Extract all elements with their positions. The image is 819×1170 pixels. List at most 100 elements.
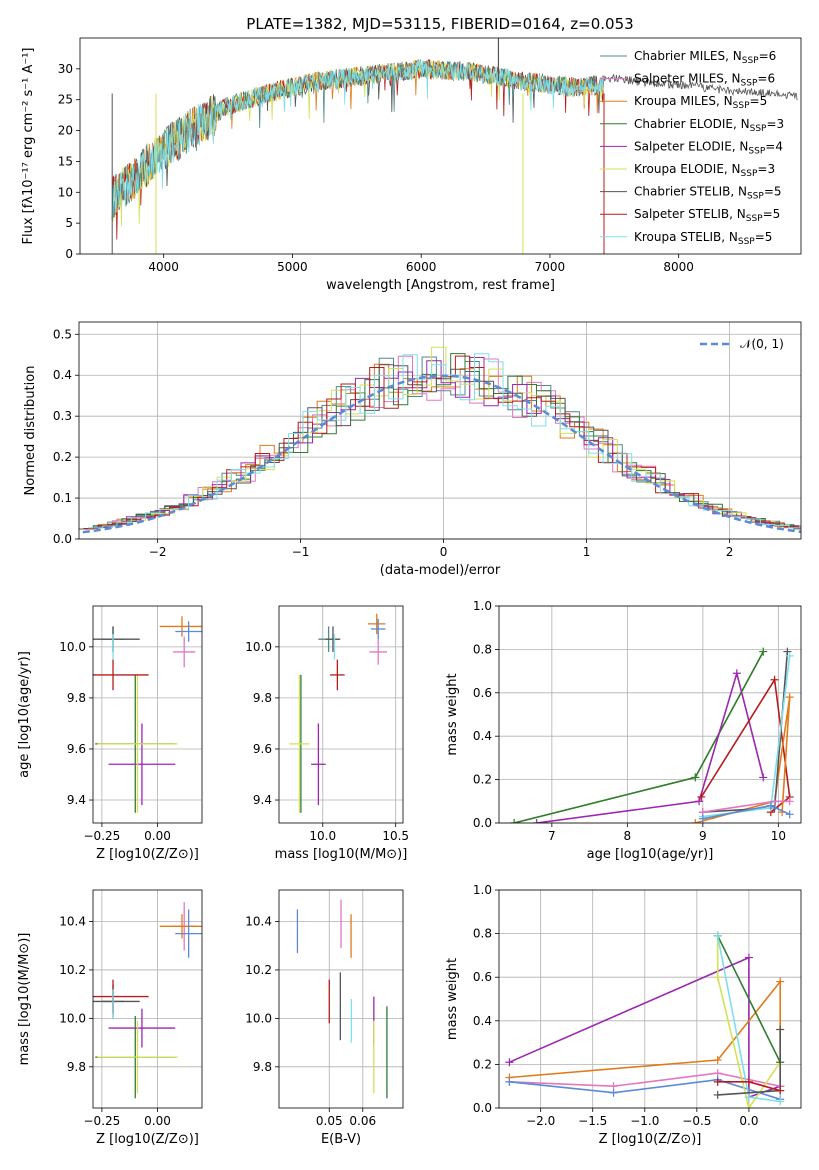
y-tick-label: 10.4 <box>59 914 86 928</box>
y-tick-label: 9.4 <box>253 793 272 807</box>
x-tick-label: −2.0 <box>526 1114 555 1128</box>
axes-frame <box>278 889 404 1109</box>
x-tick-label: 9 <box>699 829 707 843</box>
weight-marker <box>744 1104 753 1108</box>
weight-marker <box>510 819 519 823</box>
x-tick-label: −0.25 <box>84 1114 121 1128</box>
y-tick-label: 30 <box>58 62 73 76</box>
y-tick-label: 0.4 <box>53 368 72 382</box>
x-tick-label: 0.00 <box>144 1114 171 1128</box>
y-tick-label: 10.0 <box>59 640 86 654</box>
weight-series <box>536 670 765 823</box>
axes-panel: −2.0 −1.5 −1.0 −0.5 0.0 0.0 0.2 0.4 0.6 0.8 1.0 Z [… <box>445 883 802 1147</box>
x-axis-label: Z [log10(Z/Z⊙)] <box>599 1132 702 1147</box>
plot-area <box>510 647 794 823</box>
weight-marker <box>713 973 722 982</box>
axes-panel: −0.25 0.00 9.4 9.6 9.8 10.0 Z [log10(Z/Z⊙)] age… <box>17 605 203 862</box>
x-tick-label: 4000 <box>148 260 179 274</box>
weight-marker <box>713 931 722 940</box>
x-axis-label: wavelength [Angstrom, rest frame] <box>326 278 555 293</box>
axes-frame <box>278 605 404 824</box>
weight-marker <box>785 693 794 702</box>
x-axis-label: age [log10(age/yr)] <box>587 847 714 862</box>
x-axis-label: (data-model)/error <box>380 563 501 578</box>
weight-series <box>509 1078 781 1101</box>
y-tick-label: 10.2 <box>59 963 86 977</box>
y-tick-label: 10.2 <box>245 963 272 977</box>
x-tick-label: 10.5 <box>382 829 409 843</box>
legend-entry: 𝒩(0, 1) <box>740 337 784 351</box>
y-tick-label: 0 <box>65 247 73 261</box>
plot-area <box>289 613 387 813</box>
legend-entry: Salpeter STELIB, NSSP=5 <box>634 207 780 224</box>
weight-series <box>702 651 789 813</box>
legend-entry: Kroupa MILES, NSSP=5 <box>634 94 767 111</box>
x-tick-label: 5000 <box>277 260 308 274</box>
weight-marker <box>713 1077 722 1086</box>
y-axis-label: mass weight <box>445 673 460 755</box>
x-axis-label: Z [log10(Z/Z⊙)] <box>96 847 199 862</box>
legend-entry: Salpeter ELODIE, NSSP=4 <box>634 139 783 156</box>
weight-series <box>716 935 781 1108</box>
x-tick-label: 7000 <box>535 260 566 274</box>
x-tick-label: −0.25 <box>84 829 121 843</box>
y-tick-label: 20 <box>58 124 73 138</box>
y-tick-label: 10.0 <box>59 1011 86 1025</box>
y-tick-label: 10.0 <box>245 1011 272 1025</box>
weight-marker <box>770 675 779 684</box>
y-tick-label: 9.8 <box>253 1060 272 1074</box>
weight-marker <box>713 1056 722 1065</box>
y-tick-label: 10 <box>58 185 73 199</box>
spectrum-series <box>111 59 604 220</box>
y-axis-label: mass weight <box>445 958 460 1040</box>
weight-marker <box>609 1088 618 1097</box>
y-tick-label: 0.0 <box>473 816 492 830</box>
y-tick-label: 0.5 <box>53 327 72 341</box>
axes-frame <box>79 37 802 255</box>
weight-marker <box>697 792 706 801</box>
x-tick-label: 6000 <box>406 260 437 274</box>
weight-marker <box>532 819 541 823</box>
y-axis-label: Flux [fλ10⁻¹⁷ erg cm⁻² s⁻¹ A⁻¹] <box>21 48 36 245</box>
weight-marker <box>732 669 741 678</box>
y-tick-label: 0.4 <box>473 729 492 743</box>
y-tick-label: 0.2 <box>473 773 492 787</box>
y-tick-label: 9.8 <box>67 1060 86 1074</box>
y-tick-label: 25 <box>58 93 73 107</box>
x-tick-label: 2 <box>726 545 734 559</box>
y-tick-label: 10.0 <box>245 640 272 654</box>
axes-frame <box>498 605 802 824</box>
axes-panel: −0.25 0.00 9.8 10.0 10.2 10.4 Z [log10(Z/Z⊙)] m… <box>17 889 203 1147</box>
weight-marker <box>759 647 768 656</box>
y-tick-label: 0.6 <box>473 686 492 700</box>
axes-panel: −2 −1 0 1 2 0.0 0.1 0.2 0.3 0.4 0.5 (data-model)/er… <box>23 321 802 578</box>
x-tick-label: 0.0 <box>739 1114 758 1128</box>
weight-marker <box>785 810 794 819</box>
x-tick-label: −1 <box>292 545 310 559</box>
legend-entry: Kroupa ELODIE, NSSP=3 <box>634 162 775 179</box>
weight-marker <box>783 647 792 656</box>
y-tick-label: 1.0 <box>473 883 492 897</box>
legend-entry: Chabrier STELIB, NSSP=5 <box>634 185 782 202</box>
y-tick-label: 0.3 <box>53 409 72 423</box>
plot-area <box>111 38 798 254</box>
x-axis-label: mass [log10(M/M⊙)] <box>275 847 408 862</box>
plot-area <box>93 902 202 1099</box>
x-tick-label: −1.0 <box>630 1114 659 1128</box>
x-tick-label: 8000 <box>663 260 694 274</box>
legend-entry: Chabrier MILES, NSSP=6 <box>634 49 776 66</box>
weight-series <box>702 804 791 820</box>
normal-curve <box>79 374 801 534</box>
y-tick-label: 9.4 <box>67 793 86 807</box>
y-tick-label: 5 <box>65 216 73 230</box>
y-tick-label: 0.1 <box>53 491 72 505</box>
y-tick-label: 9.6 <box>253 742 272 756</box>
weight-marker <box>776 1086 785 1095</box>
weight-marker <box>776 1097 785 1106</box>
weight-marker <box>691 773 700 782</box>
axes-frame <box>92 605 203 824</box>
x-tick-label: 0.00 <box>144 829 171 843</box>
weight-marker <box>505 1058 514 1067</box>
x-tick-label: 0.05 <box>316 1114 343 1128</box>
plot-area <box>79 346 801 534</box>
